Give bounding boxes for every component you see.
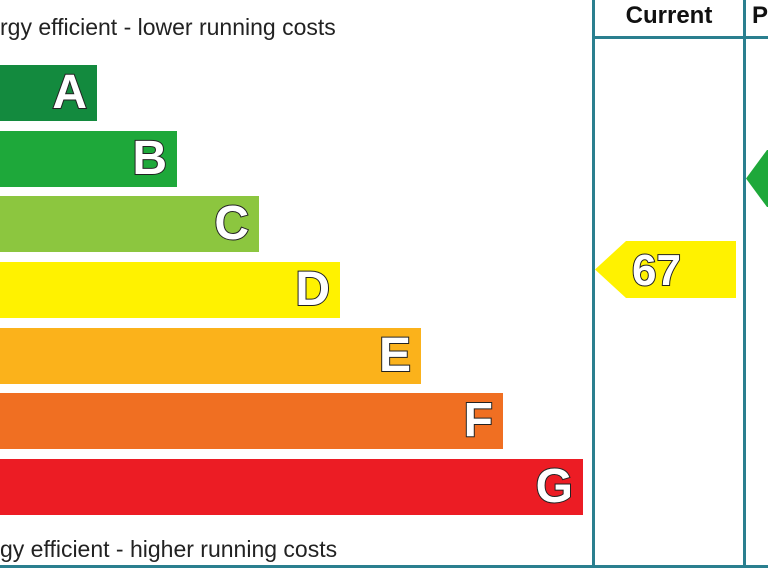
band-bar-b: B	[0, 131, 177, 187]
current-header: Current	[625, 2, 713, 29]
band-label-g: G	[535, 460, 574, 514]
band-label-b: B	[131, 132, 168, 186]
band-bar-a: A	[0, 65, 97, 121]
band-label-e: E	[378, 329, 412, 383]
band-bar-f: F	[0, 393, 503, 449]
band-label-d: D	[294, 263, 331, 317]
band-label-f: F	[463, 394, 494, 448]
header-divider	[592, 36, 768, 39]
potential-header: P	[752, 2, 768, 29]
band-bar-e: E	[0, 328, 421, 384]
band-bar-c: C	[0, 196, 259, 252]
band-label-a: A	[51, 66, 88, 120]
top-caption: rgy efficient - lower running costs	[0, 14, 336, 40]
band-bar-d: D	[0, 262, 340, 318]
band-label-c: C	[213, 197, 250, 251]
current-rating-value: 67	[631, 245, 682, 296]
current-column-border	[592, 0, 595, 568]
bottom-border	[0, 565, 768, 568]
current-rating-arrow	[595, 241, 736, 298]
potential-column-border	[743, 0, 746, 568]
potential-rating-arrow	[746, 150, 768, 207]
bottom-caption: gy efficient - higher running costs	[0, 536, 338, 562]
band-bar-g: G	[0, 459, 583, 515]
